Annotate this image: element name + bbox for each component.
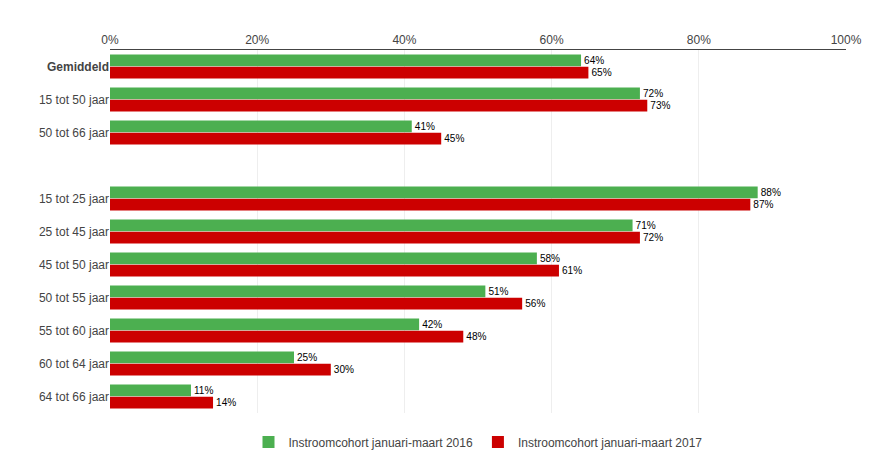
- svg-text:56%: 56%: [525, 298, 545, 309]
- svg-text:48%: 48%: [466, 331, 486, 342]
- svg-text:15 tot 25 jaar: 15 tot 25 jaar: [39, 192, 109, 206]
- svg-text:20%: 20%: [245, 33, 269, 47]
- svg-text:15 tot 50 jaar: 15 tot 50 jaar: [39, 93, 109, 107]
- svg-text:25%: 25%: [297, 352, 317, 363]
- svg-text:60 tot 64 jaar: 60 tot 64 jaar: [39, 357, 109, 371]
- svg-text:40%: 40%: [392, 33, 416, 47]
- svg-text:65%: 65%: [591, 67, 611, 78]
- svg-text:45 tot 50 jaar: 45 tot 50 jaar: [39, 258, 109, 272]
- svg-text:0%: 0%: [101, 33, 119, 47]
- svg-text:64 tot 66 jaar: 64 tot 66 jaar: [39, 390, 109, 404]
- svg-text:Instroomcohort januari-maart 2: Instroomcohort januari-maart 2017: [518, 436, 702, 450]
- svg-text:51%: 51%: [488, 286, 508, 297]
- svg-text:25 tot 45 jaar: 25 tot 45 jaar: [39, 225, 109, 239]
- svg-text:72%: 72%: [643, 232, 663, 243]
- svg-text:45%: 45%: [444, 133, 464, 144]
- svg-text:80%: 80%: [687, 33, 711, 47]
- svg-text:41%: 41%: [415, 121, 435, 132]
- svg-text:Gemiddeld: Gemiddeld: [47, 60, 109, 74]
- svg-text:50 tot 55 jaar: 50 tot 55 jaar: [39, 291, 109, 305]
- svg-text:30%: 30%: [334, 364, 354, 375]
- svg-text:71%: 71%: [636, 220, 656, 231]
- svg-text:55 tot 60 jaar: 55 tot 60 jaar: [39, 324, 109, 338]
- svg-text:72%: 72%: [643, 88, 663, 99]
- svg-text:50 tot 66 jaar: 50 tot 66 jaar: [39, 126, 109, 140]
- svg-text:42%: 42%: [422, 319, 442, 330]
- svg-text:73%: 73%: [650, 100, 670, 111]
- svg-text:14%: 14%: [216, 397, 236, 408]
- svg-text:61%: 61%: [562, 265, 582, 276]
- svg-text:Instroomcohort januari-maart 2: Instroomcohort januari-maart 2016: [289, 436, 473, 450]
- svg-text:87%: 87%: [753, 199, 773, 210]
- svg-text:100%: 100%: [831, 33, 862, 47]
- svg-text:11%: 11%: [194, 385, 213, 396]
- svg-text:88%: 88%: [761, 187, 781, 198]
- svg-text:58%: 58%: [540, 253, 560, 264]
- svg-text:60%: 60%: [540, 33, 564, 47]
- svg-text:64%: 64%: [584, 55, 604, 66]
